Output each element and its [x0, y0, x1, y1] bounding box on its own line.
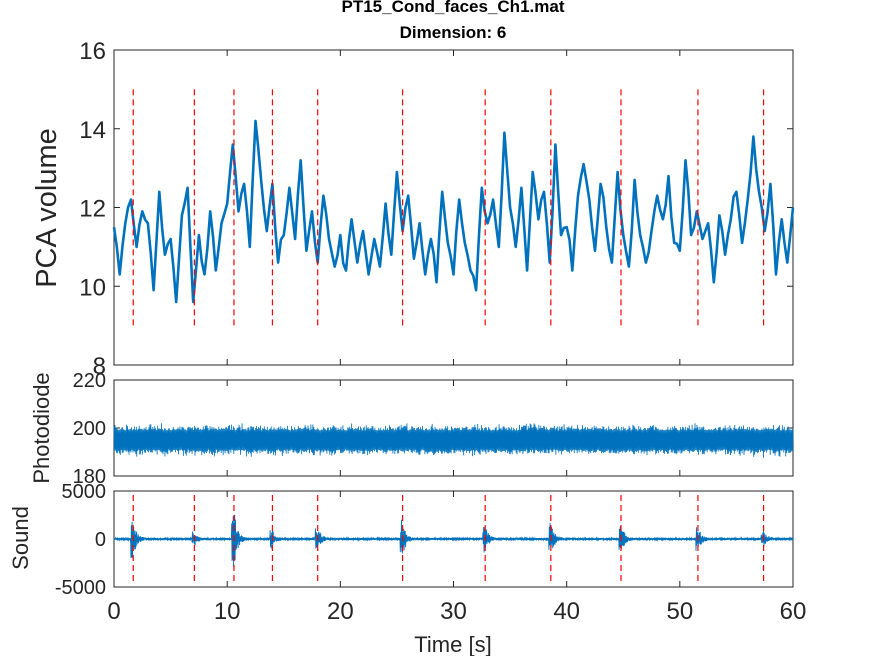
plot-area: [113, 49, 794, 366]
x-tick-label: 50: [666, 598, 693, 625]
y-tick-label: 12: [79, 196, 106, 223]
x-tick-label: 40: [553, 598, 580, 625]
pca-series-line: [112, 119, 795, 304]
x-tick-label: 60: [780, 598, 807, 625]
photodiode-ylabel: Photodiode: [29, 372, 54, 483]
plot-area: [113, 379, 794, 477]
pca-ylabel: PCA volume: [31, 128, 63, 288]
x-tick-label: 30: [440, 598, 467, 625]
x-tick-label: 10: [214, 598, 241, 625]
y-tick-label: 200: [73, 418, 106, 440]
photodiode-series-line: [113, 423, 794, 458]
x-tick-label: 0: [107, 598, 120, 625]
y-tick-label: 10: [79, 274, 106, 301]
pca-volume-panel: 8 10 12 14 16: [79, 38, 795, 380]
y-tick-label: 8: [93, 353, 106, 380]
chart-title: PT15_Cond_faces_Ch1.mat: [342, 0, 565, 16]
sound-series-line: [113, 514, 794, 568]
y-tick-label: 5000: [62, 481, 107, 503]
sound-ylabel: Sound: [8, 506, 33, 570]
y-tick-label: 16: [79, 38, 106, 65]
y-tick-label: -5000: [55, 577, 106, 599]
y-tick-label: 220: [73, 370, 106, 392]
y-tick-label: 180: [73, 466, 106, 488]
x-axis-label: Time [s]: [414, 632, 491, 656]
chart-subtitle: Dimension: 6: [400, 23, 507, 42]
y-tick-label: 0: [95, 529, 106, 551]
x-tick-label: 20: [327, 598, 354, 625]
y-tick-label: 14: [79, 117, 106, 144]
photodiode-panel: 180 200 220: [73, 370, 794, 488]
